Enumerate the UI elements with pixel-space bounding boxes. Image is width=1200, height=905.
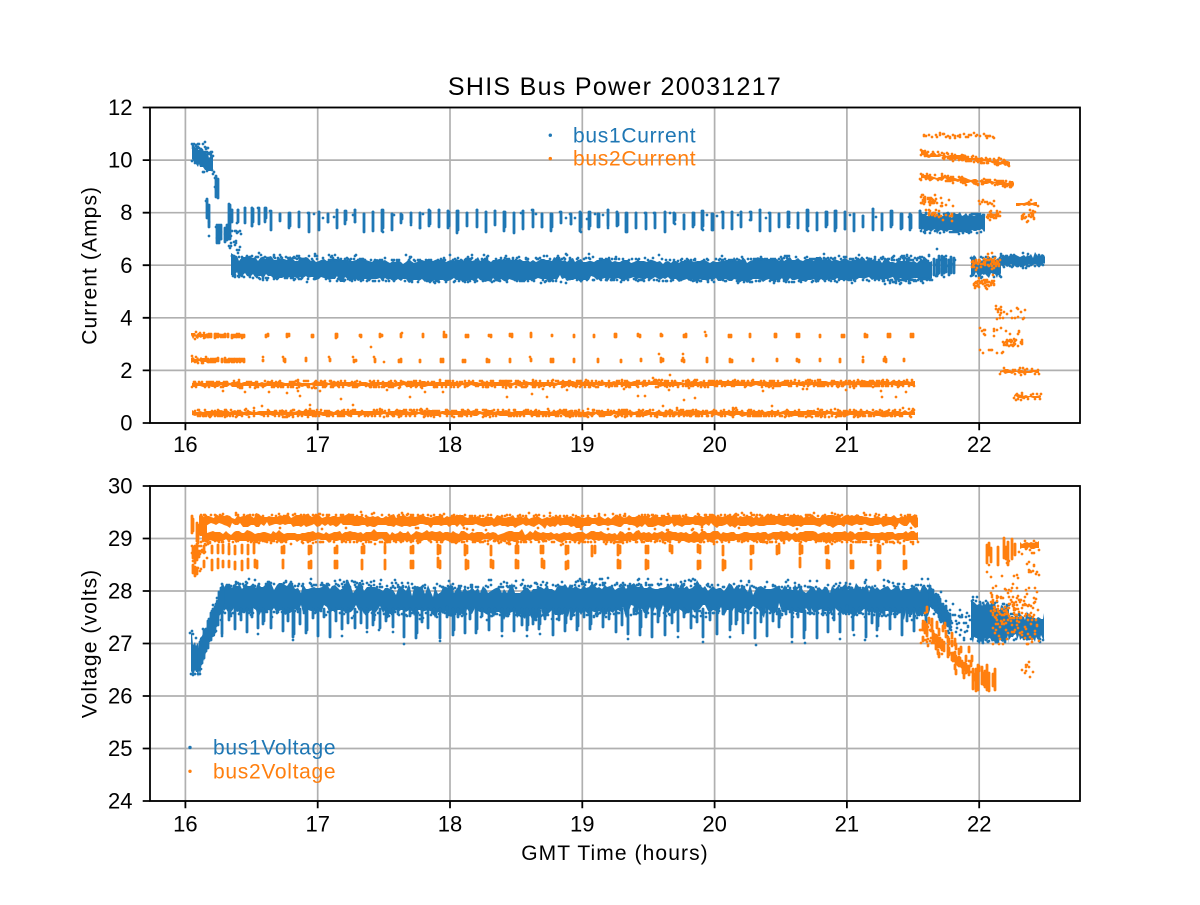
svg-text:Voltage (volts): Voltage (volts) — [79, 569, 102, 719]
svg-text:6: 6 — [120, 253, 132, 278]
svg-text:4: 4 — [120, 305, 132, 330]
svg-text:2: 2 — [120, 358, 132, 383]
svg-text:19: 19 — [570, 432, 594, 457]
svg-text:24: 24 — [108, 789, 132, 814]
svg-text:20: 20 — [702, 812, 726, 837]
svg-text:16: 16 — [173, 812, 197, 837]
svg-text:12: 12 — [108, 95, 132, 120]
svg-text:0: 0 — [120, 411, 132, 436]
svg-text:22: 22 — [967, 432, 991, 457]
svg-text:GMT Time (hours): GMT Time (hours) — [521, 842, 709, 865]
svg-text:21: 21 — [835, 812, 859, 837]
svg-text:Current (Amps): Current (Amps) — [79, 186, 102, 345]
svg-text:18: 18 — [438, 812, 462, 837]
svg-text:10: 10 — [108, 148, 132, 173]
svg-text:30: 30 — [108, 474, 132, 499]
svg-text:22: 22 — [967, 812, 991, 837]
svg-text:8: 8 — [120, 200, 132, 225]
svg-text:21: 21 — [835, 432, 859, 457]
svg-text:bus2Voltage: bus2Voltage — [213, 760, 336, 783]
svg-text:17: 17 — [305, 432, 329, 457]
svg-text:bus1Current: bus1Current — [573, 124, 696, 147]
svg-text:bus2Current: bus2Current — [573, 148, 696, 171]
svg-text:27: 27 — [108, 631, 132, 656]
svg-text:18: 18 — [438, 432, 462, 457]
svg-text:16: 16 — [173, 432, 197, 457]
svg-text:28: 28 — [108, 579, 132, 604]
svg-text:bus1Voltage: bus1Voltage — [213, 737, 336, 760]
svg-text:17: 17 — [305, 812, 329, 837]
svg-text:25: 25 — [108, 736, 132, 761]
svg-text:19: 19 — [570, 812, 594, 837]
svg-text:20: 20 — [702, 432, 726, 457]
svg-text:SHIS Bus Power 20031217: SHIS Bus Power 20031217 — [448, 73, 782, 101]
svg-text:29: 29 — [108, 526, 132, 551]
svg-text:26: 26 — [108, 684, 132, 709]
